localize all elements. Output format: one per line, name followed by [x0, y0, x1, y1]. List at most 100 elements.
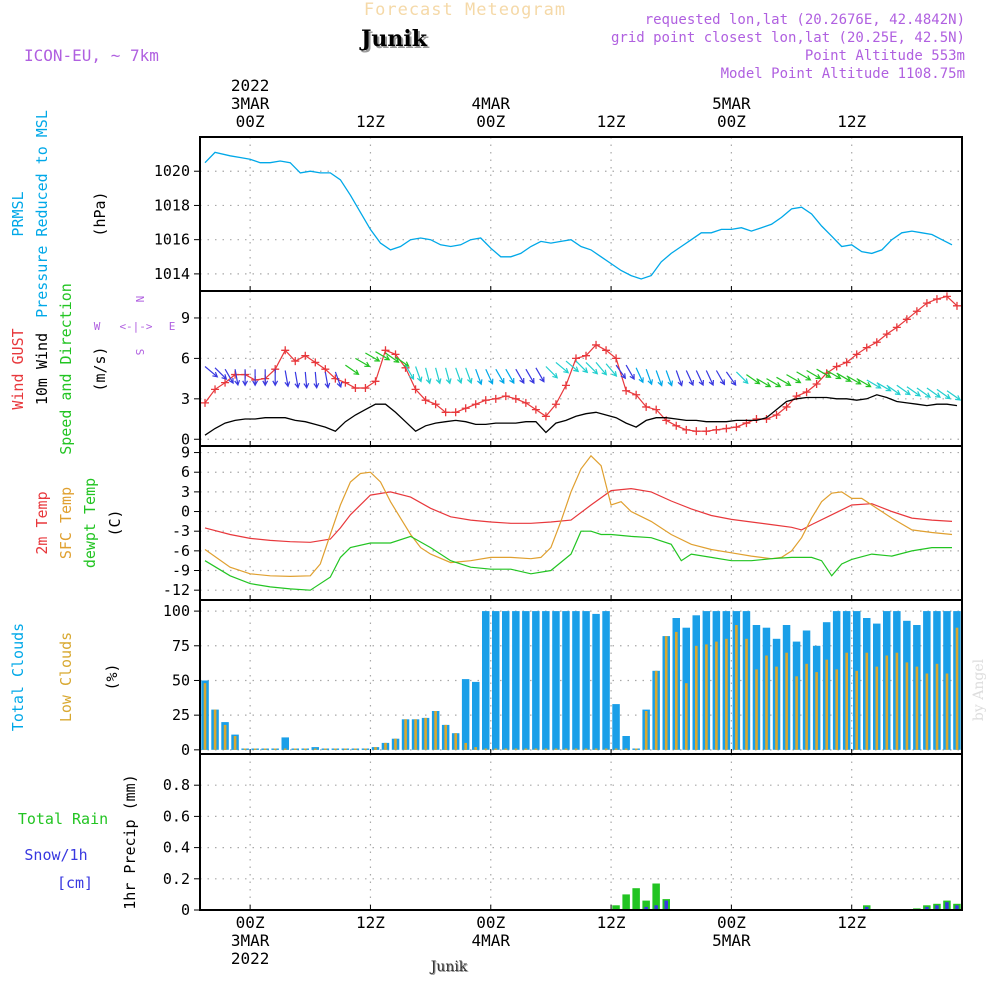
watermark: by Angel [971, 658, 987, 721]
panel-border-precip [199, 753, 963, 911]
low-cloud-bar [715, 641, 718, 750]
low-cloud-bar [885, 655, 889, 750]
wind-direction-arrow [625, 364, 635, 381]
temperature-panel: -12-9 -6 -30 3 69 [163, 444, 962, 600]
low-cloud-bar [735, 625, 738, 750]
total-cloud-bar [512, 611, 520, 750]
snow-bar [664, 900, 668, 910]
snow-bar [945, 902, 949, 910]
wind-direction-arrow [715, 370, 726, 386]
gust-marker [952, 301, 961, 310]
total-cloud-bar [532, 611, 540, 750]
low-cloud-bar [825, 659, 828, 750]
wind-direction-arrow [465, 367, 473, 385]
total-cloud-bar [622, 736, 630, 750]
precip-legend-item: [cm] [57, 874, 93, 892]
vertical-label: (m/s) [91, 346, 109, 391]
bottom-time-label: 12Z [837, 913, 866, 932]
wind-direction-arrow [355, 357, 371, 368]
total-cloud-bar [472, 681, 480, 750]
low-cloud-bar [283, 748, 287, 750]
y-tick-label: 75 [172, 637, 190, 655]
top-time-label: 00Z [717, 112, 746, 131]
low-cloud-bar [624, 748, 628, 750]
y-tick-label: 0.6 [163, 807, 190, 825]
y-tick-label: 0 [181, 430, 190, 448]
gust-marker [431, 400, 440, 409]
y-tick-label: 9 [181, 444, 190, 462]
wind-direction-arrow [936, 388, 952, 400]
bottom-time-label: 5MAR [712, 931, 751, 950]
gust-marker [281, 346, 290, 355]
gust-marker [642, 402, 651, 411]
low-cloud-bar [304, 748, 307, 750]
total-cloud-bar [522, 611, 530, 750]
vertical-label: SFC Temp [57, 487, 75, 559]
wind-direction-arrow [946, 390, 962, 401]
wind-direction-arrow [345, 364, 360, 376]
gust-marker [341, 378, 350, 387]
wind-direction-arrow [535, 367, 545, 383]
gust-marker [451, 408, 460, 417]
gust-marker [842, 358, 851, 367]
total-cloud-bar [492, 611, 500, 750]
requested-coords: requested lon,lat (20.2676E, 42.4842N) [645, 12, 965, 28]
bottom-time-label: 3MAR [231, 931, 270, 950]
low-cloud-bar [805, 663, 808, 750]
total-cloud-bar [582, 611, 590, 750]
low-cloud-bar [504, 748, 508, 750]
top-time-label: 3MAR [231, 94, 270, 113]
wind-direction-arrow [204, 366, 219, 378]
temp-2m-line [204, 487, 953, 543]
wind-direction-arrow [896, 384, 911, 396]
wind-direction-arrow [425, 367, 432, 385]
vertical-label: PRMSL [9, 191, 27, 236]
rain-bar [622, 894, 630, 910]
top-time-label: 12Z [356, 112, 385, 131]
gust-marker [702, 427, 711, 436]
wind-direction-arrow [675, 370, 684, 387]
wind-direction-arrow [796, 371, 812, 381]
top-time-label: 4MAR [471, 94, 510, 113]
wind-speed-line [204, 394, 958, 436]
gust-marker [612, 354, 621, 363]
snow-bar [644, 906, 648, 910]
gust-marker [652, 405, 661, 414]
wind-direction-arrow [615, 364, 627, 380]
y-tick-label: 6 [181, 463, 190, 481]
wind-direction-arrow [856, 378, 872, 388]
low-cloud-bar [334, 748, 337, 750]
rain-bar [652, 883, 660, 910]
wind-direction-arrow [886, 384, 901, 396]
low-cloud-bar [364, 748, 367, 750]
y-tick-label: 0 [181, 741, 190, 759]
vertical-label: Pressure Reduced to MSL [33, 110, 51, 318]
low-cloud-bar [534, 748, 538, 750]
gust-marker [692, 427, 701, 436]
y-tick-label: 25 [172, 706, 190, 724]
low-cloud-bar [564, 748, 568, 750]
wind-direction-arrow [313, 371, 320, 390]
vertical-label: Wind GUST [9, 328, 27, 409]
rain-bar [632, 888, 640, 910]
wind-direction-arrow [495, 368, 505, 385]
low-cloud-bar [424, 717, 427, 750]
low-cloud-bar [414, 719, 417, 750]
low-cloud-bar [494, 748, 498, 750]
low-cloud-bar [544, 748, 548, 750]
gust-marker [592, 340, 601, 349]
wind-direction-arrow [385, 352, 400, 363]
y-tick-label: -6 [172, 542, 190, 560]
low-cloud-bar [444, 724, 447, 750]
low-cloud-bar [865, 652, 869, 750]
gust-marker [872, 338, 881, 347]
wind-direction-arrow [695, 370, 704, 387]
y-tick-label: -3 [172, 522, 190, 540]
compass-east: E [169, 320, 176, 333]
wind-direction-arrow [705, 370, 714, 387]
dewpoint-line [204, 530, 952, 591]
top-time-label: 12Z [837, 112, 866, 131]
low-cloud-bar [745, 638, 748, 750]
total-cloud-bar [602, 611, 610, 750]
